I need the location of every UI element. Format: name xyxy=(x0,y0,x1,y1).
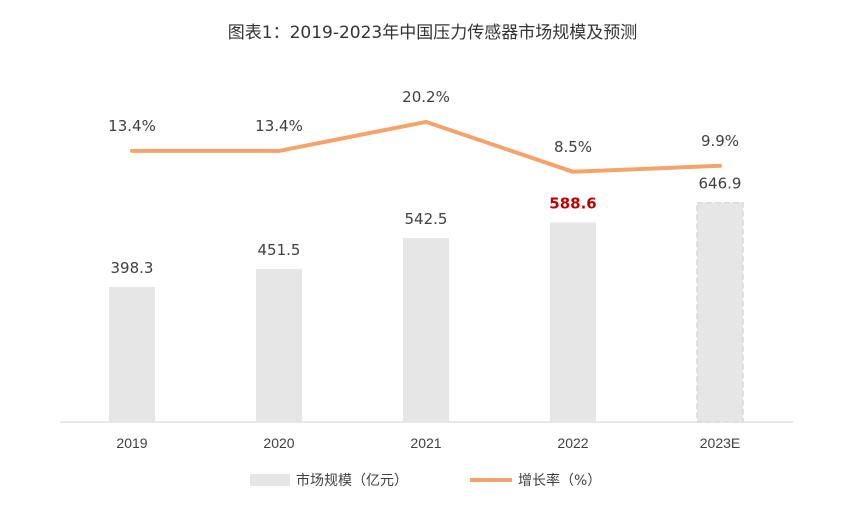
growth-rate-line xyxy=(130,119,722,174)
bar-data-label: 451.5 xyxy=(258,241,301,259)
line-data-label: 8.5% xyxy=(554,138,592,156)
bar-data-label: 646.9 xyxy=(699,175,742,193)
bar xyxy=(550,222,596,422)
bar-data-label: 588.6 xyxy=(549,194,596,212)
legend-bar-swatch xyxy=(250,474,290,486)
x-tick-label: 2022 xyxy=(557,435,588,451)
bar xyxy=(256,268,302,422)
chart-title: 图表1：2019-2023年中国压力传感器市场规模及预测 xyxy=(227,23,638,43)
x-tick-label: 2019 xyxy=(116,435,147,451)
x-tick-label: 2020 xyxy=(263,435,294,451)
line-data-label: 13.4% xyxy=(108,117,156,135)
line-data-label: 13.4% xyxy=(255,117,303,135)
legend-bar-label: 市场规模（亿元） xyxy=(296,472,408,489)
line-data-label: 9.9% xyxy=(701,132,739,150)
legend-line-label: 增长率（%） xyxy=(518,472,601,489)
bar xyxy=(109,286,155,422)
x-tick-label: 2021 xyxy=(410,435,441,451)
bar-data-label: 542.5 xyxy=(405,210,448,228)
line-data-label: 20.2% xyxy=(402,88,450,106)
bar xyxy=(696,201,744,423)
bar-data-label: 398.3 xyxy=(111,259,154,277)
x-tick-label: 2023E xyxy=(700,435,740,451)
bar xyxy=(403,238,449,422)
